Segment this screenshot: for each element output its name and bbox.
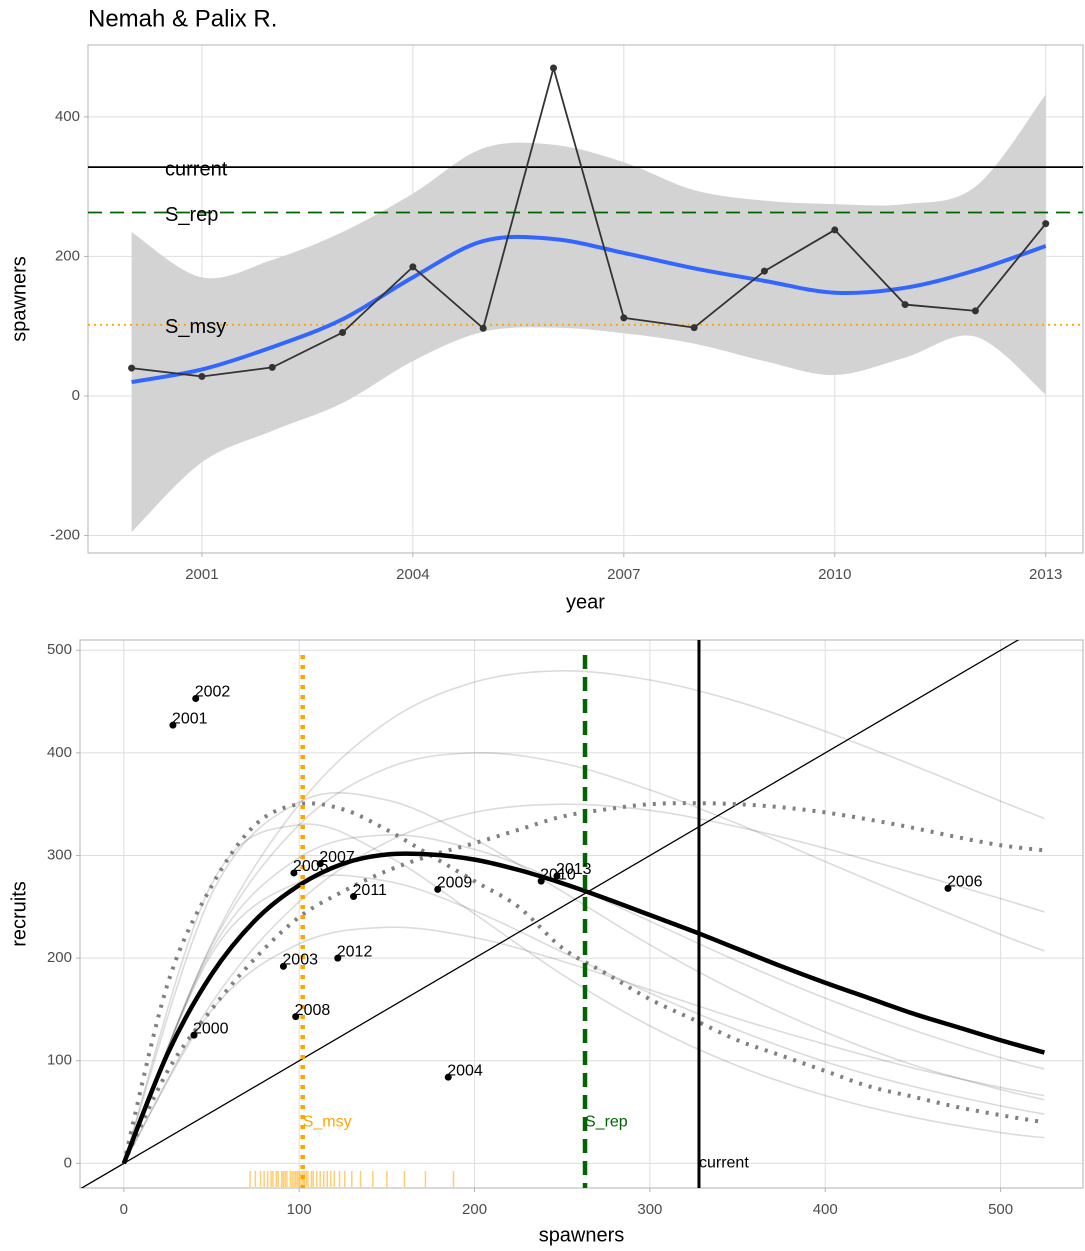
data-point (292, 1013, 300, 1021)
observed-point (690, 324, 698, 332)
x-tick-label: 2010 (818, 566, 851, 583)
x-tick-label: 500 (988, 1201, 1013, 1218)
observed-point (198, 372, 206, 380)
x-tick-label: 2004 (396, 566, 429, 583)
data-point (553, 872, 561, 880)
reference-label: S_msy (165, 316, 226, 338)
data-point (537, 877, 545, 885)
observed-line (131, 64, 1047, 378)
reference-label: S_rep (585, 1114, 628, 1131)
y-tick-label: -200 (50, 527, 80, 544)
observed-point (901, 301, 909, 309)
data-point (944, 884, 952, 892)
data-point (279, 962, 287, 970)
y-axis-title: recruits (8, 881, 30, 947)
reference-label: current (699, 1155, 749, 1172)
data-point (434, 885, 442, 893)
replacement-line (80, 640, 1020, 1188)
x-tick-label: 2007 (607, 566, 640, 583)
fit-line (121, 851, 1046, 1165)
x-tick-label: 300 (637, 1201, 662, 1218)
observed-point (479, 324, 487, 332)
x-axis-title: year (566, 591, 605, 613)
observed-point (1042, 220, 1050, 228)
x-tick-label: 100 (287, 1201, 312, 1218)
reference-label: S_rep (165, 204, 218, 226)
point-label: 2012 (337, 943, 373, 960)
y-tick-label: 400 (47, 744, 72, 761)
data-point (444, 1073, 452, 1081)
point-label: 2007 (319, 849, 355, 866)
observed-point (128, 364, 136, 372)
data-point (190, 1031, 198, 1039)
plot-area (88, 64, 1083, 533)
point-label: 2001 (172, 710, 208, 727)
x-axis-title: spawners (539, 1224, 625, 1246)
panel-border (87, 44, 1084, 554)
observed-point (550, 64, 558, 72)
point-label: 2000 (193, 1020, 229, 1037)
x-tick-label: 2001 (185, 566, 218, 583)
y-tick-label: 200 (55, 247, 80, 264)
point-label: 2006 (947, 874, 983, 891)
y-tick-label: 400 (55, 108, 80, 125)
point-label: 2010 (540, 866, 576, 883)
data-point (334, 954, 342, 962)
point-label: 2003 (282, 952, 318, 969)
x-tick-label: 0 (120, 1201, 128, 1218)
observed-point (831, 226, 839, 234)
bootstrap-curve (123, 669, 1045, 1164)
point-label: 2005 (293, 858, 329, 875)
y-tick-label: 300 (47, 846, 72, 863)
y-tick-label: 0 (64, 1154, 72, 1171)
x-tick-label: 400 (813, 1201, 838, 1218)
observed-point (409, 263, 417, 271)
fit-bound (121, 801, 1045, 1164)
bootstrap-curve (123, 803, 1045, 1164)
smooth-line (131, 234, 1047, 385)
observed-point (339, 328, 347, 336)
point-label: 2013 (556, 861, 592, 878)
point-label: 2002 (195, 684, 231, 701)
confidence-band (131, 94, 1046, 533)
bootstrap-curve (123, 926, 1045, 1164)
reference-label: current (165, 158, 228, 180)
point-label: 2009 (437, 875, 473, 892)
data-point (192, 694, 200, 702)
data-point (350, 893, 358, 901)
chart-title: Nemah & Palix R. (88, 5, 277, 32)
bootstrap-curve (123, 792, 1045, 1164)
panel (80, 640, 1083, 1188)
point-label: 2004 (447, 1062, 483, 1079)
point-label: 2008 (295, 1002, 331, 1019)
x-tick-label: 2013 (1029, 566, 1062, 583)
observed-point (268, 363, 276, 371)
data-point (169, 721, 177, 729)
observed-point (971, 307, 979, 315)
bootstrap-curve (123, 751, 1045, 1164)
y-tick-label: 500 (47, 641, 72, 658)
bootstrap-curve (123, 874, 1045, 1164)
panel-border (79, 639, 1084, 1189)
y-axis-title: spawners (8, 256, 30, 342)
point-label: 2011 (353, 882, 388, 899)
x-tick-label: 200 (462, 1201, 487, 1218)
data-point (290, 869, 298, 877)
data-point (316, 860, 324, 868)
y-tick-label: 200 (47, 949, 72, 966)
plot-area (80, 640, 1046, 1188)
reference-label: S_msy (303, 1114, 352, 1131)
observed-point (760, 267, 768, 275)
y-tick-label: 100 (47, 1052, 72, 1069)
y-tick-label: 0 (72, 387, 80, 404)
observed-point (620, 314, 628, 322)
